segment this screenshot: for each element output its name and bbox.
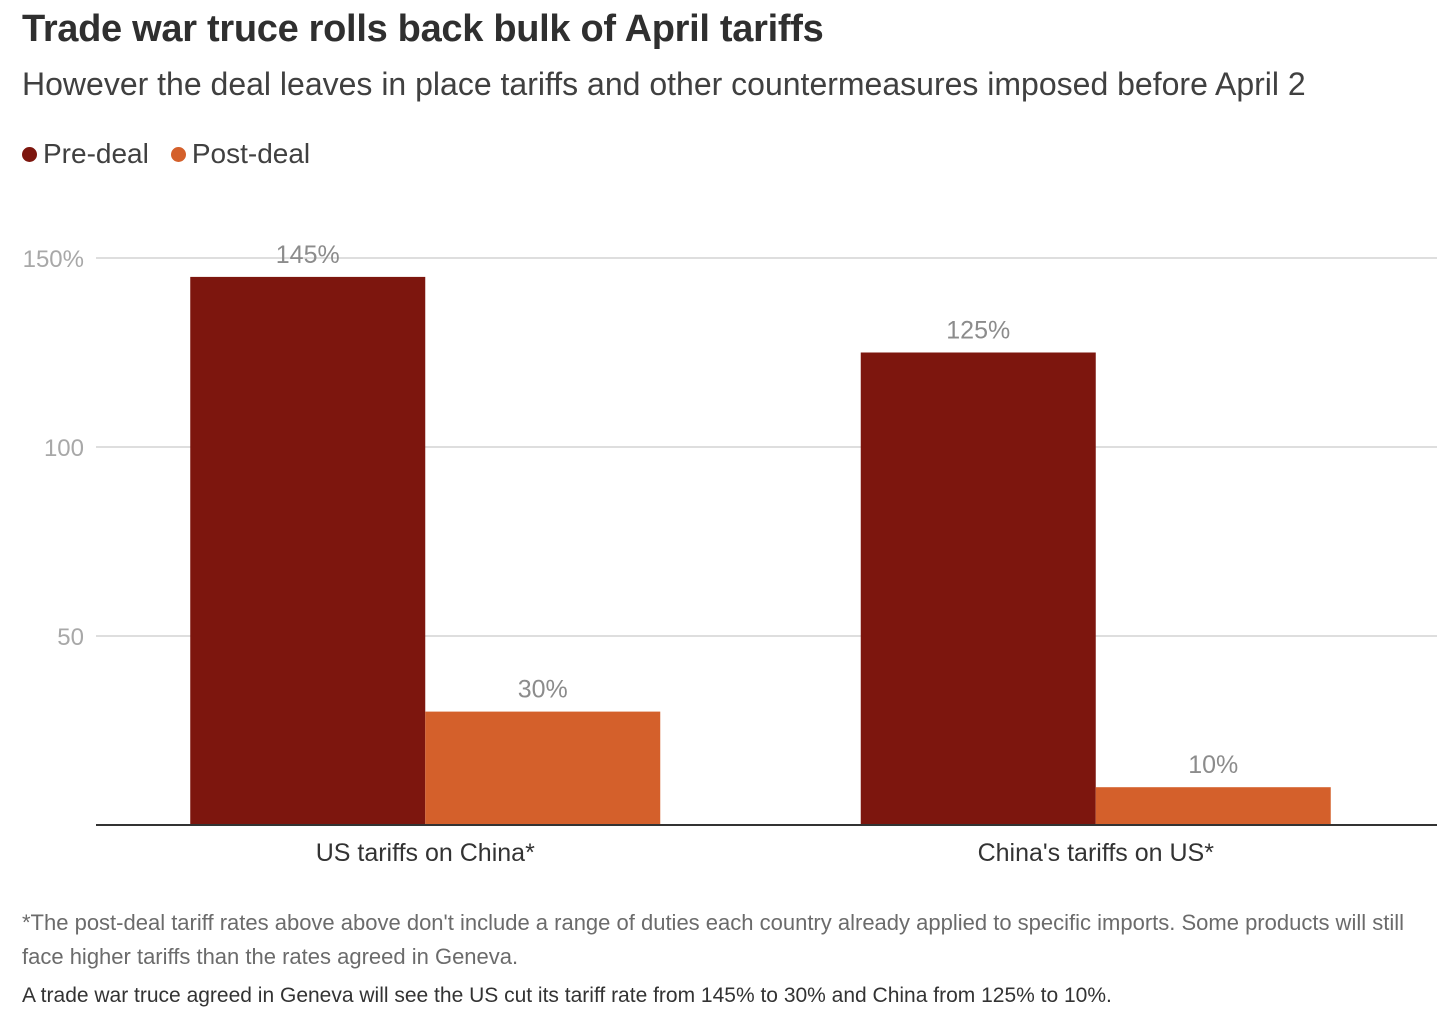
data-label: 125% <box>946 317 1010 345</box>
legend-swatch-pre-deal <box>22 146 37 162</box>
bar-post-deal <box>425 711 661 825</box>
x-category-label: China's tariffs on US* <box>978 839 1215 867</box>
caption: A trade war truce agreed in Geneva will … <box>22 984 1112 1007</box>
bar-chart: 50 100 150% 145% 30% US tariffs on China* 125%… <box>23 241 1437 867</box>
legend-label-pre-deal: Pre-deal <box>43 138 149 169</box>
chart-subtitle: However the deal leaves in place tariffs… <box>22 66 1306 102</box>
data-label: 10% <box>1188 751 1238 779</box>
bar-pre-deal <box>190 276 426 825</box>
bar-pre-deal <box>860 352 1096 825</box>
footnote: *The post-deal tariff rates above above … <box>22 910 1404 969</box>
y-tick-label: 100 <box>44 435 84 462</box>
legend-swatch-post-deal <box>170 146 186 162</box>
data-label: 30% <box>518 676 568 704</box>
y-tick-label: 50 <box>57 624 84 651</box>
chart-title: Trade war truce rolls back bulk of April… <box>22 8 824 50</box>
legend-label-post-deal: Post-deal <box>191 138 311 169</box>
bar-post-deal <box>1095 787 1331 825</box>
y-tick-label: 150% <box>23 246 84 273</box>
legend-item-post-deal: Post-deal <box>170 138 311 170</box>
legend-item-pre-deal: Pre-deal <box>22 138 149 170</box>
legend: Pre-deal Post-deal <box>22 138 332 170</box>
x-category-label: US tariffs on China* <box>316 839 535 867</box>
data-label: 145% <box>276 241 340 269</box>
